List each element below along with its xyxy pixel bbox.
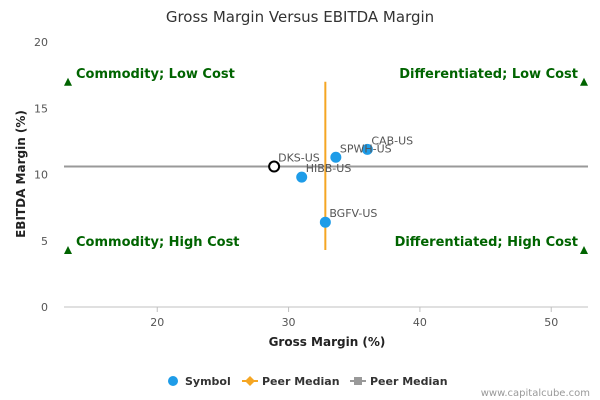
x-tick-label: 20 (150, 316, 164, 329)
x-axis-title: Gross Margin (%) (269, 335, 386, 349)
y-tick-label: 5 (41, 235, 48, 248)
quadrant-label: Commodity; High Cost (76, 235, 240, 250)
credit-text: www.capitalcube.com (481, 388, 590, 399)
legend-label: Peer Median (262, 375, 340, 388)
data-point-label: CAB-US (371, 134, 413, 147)
legend-label: Peer Median (370, 375, 448, 388)
data-point (268, 160, 281, 173)
quadrant-marker-icon (64, 77, 72, 86)
quadrant-label: Differentiated; Low Cost (399, 67, 578, 82)
data-point (319, 216, 331, 228)
quadrant-label: Commodity; Low Cost (76, 67, 235, 82)
x-tick-label: 50 (544, 316, 558, 329)
quadrant-marker-icon (64, 246, 72, 255)
data-point-label: DKS-US (278, 152, 320, 165)
data-point (330, 151, 342, 163)
data-point-label: HIBB-US (306, 162, 352, 175)
plot-area: 0 5 10 15 20 20 30 40 50 Commodity; Low Cost Diffe… (34, 36, 588, 329)
y-tick-label: 20 (34, 36, 48, 49)
data-point-label: BGFV-US (329, 207, 377, 220)
chart-title: Gross Margin Versus EBITDA Margin (166, 8, 434, 26)
quadrant-label: Differentiated; High Cost (395, 235, 578, 250)
x-tick-label: 40 (413, 316, 427, 329)
y-tick-label: 15 (34, 102, 48, 115)
legend-square-icon (354, 377, 362, 385)
data-point-label: SPWH-US (340, 142, 392, 155)
data-point (361, 143, 373, 155)
quadrant-marker-icon (580, 77, 588, 86)
x-tick-label: 30 (282, 316, 296, 329)
legend-symbol-icon (168, 376, 178, 386)
legend: Symbol Peer Median Peer Median (168, 375, 448, 388)
y-axis-title: EBITDA Margin (%) (14, 110, 28, 238)
data-point (296, 171, 308, 183)
legend-label: Symbol (185, 375, 231, 388)
y-tick-label: 10 (34, 169, 48, 182)
quadrant-marker-icon (580, 246, 588, 255)
legend-diamond-icon (245, 376, 255, 386)
y-tick-label: 0 (41, 301, 48, 314)
